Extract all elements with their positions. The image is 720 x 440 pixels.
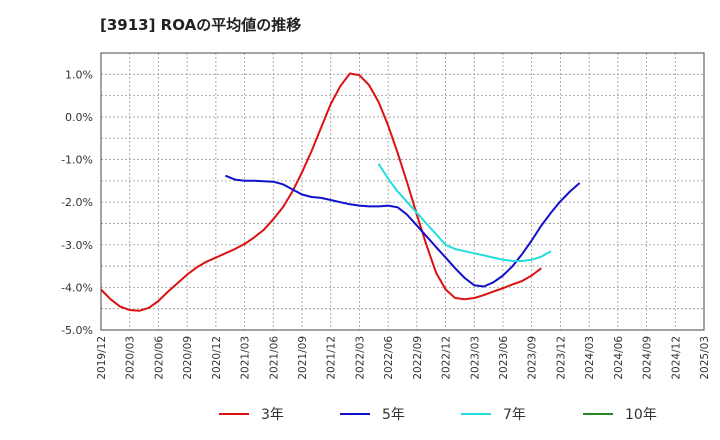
x-tick-label: 2024/03 xyxy=(584,336,596,380)
x-tick-label: 2024/12 xyxy=(670,336,682,380)
x-tick-label: 2023/12 xyxy=(555,336,567,380)
series-line-1 xyxy=(225,174,581,288)
y-tick-label: -3.0% xyxy=(61,239,93,252)
x-tick-label: 2024/06 xyxy=(613,336,625,380)
plot-area xyxy=(101,53,704,330)
x-tick-label: 2023/09 xyxy=(527,336,539,380)
y-tick-label: -5.0% xyxy=(61,324,93,337)
x-tick-label: 2021/03 xyxy=(240,336,252,380)
series-line-0 xyxy=(100,72,542,312)
x-tick-label: 2021/12 xyxy=(326,336,338,380)
y-tick-label: 0.0% xyxy=(65,111,93,124)
x-tick-label: 2020/12 xyxy=(211,336,223,380)
x-tick-label: 2022/12 xyxy=(441,336,453,380)
series-lines xyxy=(100,72,581,312)
y-tick-label: -2.0% xyxy=(61,196,93,209)
x-tick-label: 2022/03 xyxy=(354,336,366,380)
axes: 1.0% 0.0% -1.0% -2.0% -3.0% -4.0% -5.0%2019/12… xyxy=(61,52,711,380)
chart-title: [3913] ROAの平均値の推移 xyxy=(100,16,302,34)
series-line-2 xyxy=(377,163,552,262)
x-tick-label: 2024/09 xyxy=(642,336,654,380)
x-tick-label: 2021/06 xyxy=(268,336,280,380)
legend-label: 7年 xyxy=(503,407,526,423)
x-tick-label: 2022/09 xyxy=(412,336,424,380)
x-tick-label: 2023/03 xyxy=(469,336,481,380)
x-tick-label: 2021/09 xyxy=(297,336,309,380)
x-tick-label: 2025/03 xyxy=(699,336,711,380)
x-tick-label: 2020/09 xyxy=(182,336,194,380)
legend-label: 3年 xyxy=(261,407,284,423)
legend-label: 5年 xyxy=(382,407,405,423)
legend-label: 10年 xyxy=(625,407,657,423)
legend: 3年 5年 7年 10年 xyxy=(219,407,657,423)
x-tick-label: 2023/06 xyxy=(498,336,510,380)
y-tick-label: 1.0% xyxy=(65,68,93,81)
grid xyxy=(101,53,704,330)
y-tick-label: -4.0% xyxy=(61,281,93,294)
plot-frame xyxy=(100,52,705,331)
x-tick-label: 2020/06 xyxy=(153,336,165,380)
x-tick-label: 2019/12 xyxy=(96,336,108,380)
y-tick-label: -1.0% xyxy=(61,154,93,167)
x-tick-label: 2022/06 xyxy=(383,336,395,380)
x-tick-label: 2020/03 xyxy=(125,336,137,380)
